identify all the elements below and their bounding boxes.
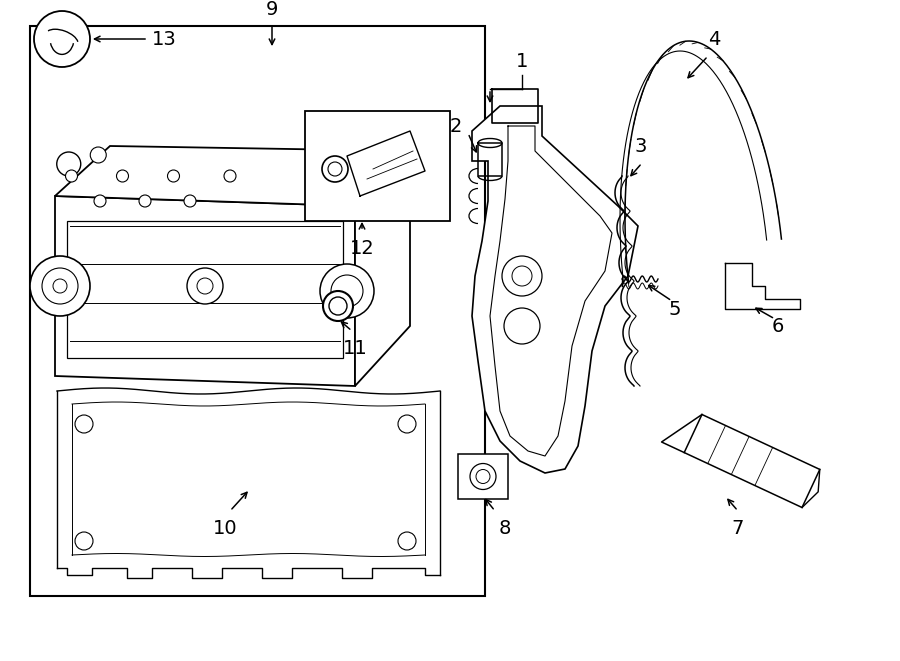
Circle shape — [320, 264, 374, 318]
Circle shape — [94, 195, 106, 207]
Polygon shape — [472, 106, 638, 473]
Text: 2: 2 — [450, 116, 462, 136]
Text: 5: 5 — [668, 299, 680, 319]
Text: 4: 4 — [708, 30, 720, 49]
Circle shape — [42, 268, 78, 304]
Circle shape — [75, 532, 93, 550]
Polygon shape — [55, 146, 410, 206]
Text: 1: 1 — [516, 52, 528, 71]
Circle shape — [197, 278, 213, 294]
Polygon shape — [55, 196, 355, 386]
Text: 13: 13 — [152, 30, 176, 48]
Circle shape — [57, 152, 81, 176]
Text: 6: 6 — [772, 317, 785, 336]
Circle shape — [328, 162, 342, 176]
Text: 7: 7 — [732, 519, 744, 538]
Circle shape — [331, 275, 363, 307]
Circle shape — [512, 266, 532, 286]
Text: 10: 10 — [212, 519, 238, 538]
Text: 11: 11 — [343, 339, 367, 358]
Circle shape — [139, 195, 151, 207]
Circle shape — [167, 170, 179, 182]
Circle shape — [53, 279, 67, 293]
Circle shape — [30, 256, 90, 316]
Polygon shape — [684, 414, 820, 508]
Circle shape — [224, 170, 236, 182]
Text: 9: 9 — [266, 0, 278, 19]
Circle shape — [75, 415, 93, 433]
Circle shape — [398, 415, 416, 433]
Bar — [67, 221, 343, 358]
Polygon shape — [355, 151, 410, 386]
Bar — [30, 26, 485, 596]
Circle shape — [34, 11, 90, 67]
Bar — [305, 111, 450, 221]
Circle shape — [322, 156, 348, 182]
Circle shape — [66, 170, 77, 182]
Circle shape — [504, 308, 540, 344]
Circle shape — [398, 532, 416, 550]
Text: 12: 12 — [349, 239, 374, 258]
Text: 3: 3 — [635, 137, 647, 156]
Circle shape — [184, 195, 196, 207]
Circle shape — [476, 469, 490, 483]
Text: 8: 8 — [499, 519, 511, 538]
Circle shape — [116, 170, 129, 182]
Circle shape — [502, 256, 542, 296]
Bar — [458, 454, 508, 499]
Circle shape — [470, 463, 496, 490]
Circle shape — [90, 147, 106, 163]
Circle shape — [187, 268, 223, 304]
Circle shape — [323, 291, 353, 321]
Circle shape — [329, 297, 347, 315]
